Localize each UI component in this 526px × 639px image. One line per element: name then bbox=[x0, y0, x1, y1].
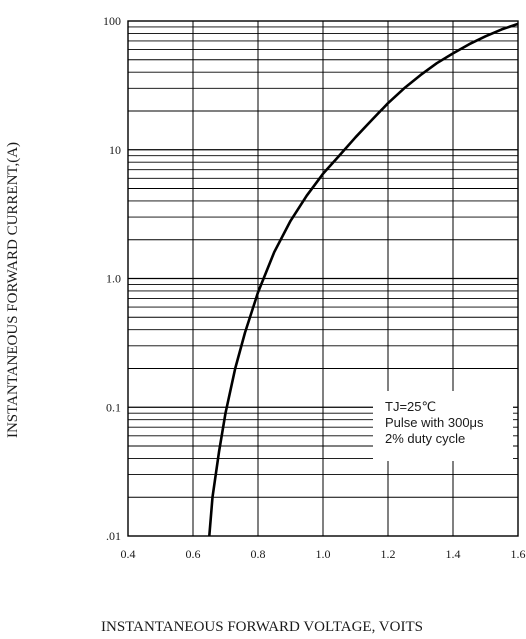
curves bbox=[208, 22, 519, 537]
x-tick-label: 1.4 bbox=[446, 547, 461, 561]
y-tick-label: 0.1 bbox=[106, 400, 121, 414]
x-axis-title: INSTANTANEOUS FORWARD VOLTAGE, VOITS bbox=[101, 619, 423, 635]
x-tick-label: 0.8 bbox=[251, 547, 266, 561]
annotation-background bbox=[373, 391, 513, 461]
x-tick-label: 1.2 bbox=[381, 547, 396, 561]
annotation-line: 2% duty cycle bbox=[385, 431, 465, 446]
x-tick-label: 1.6 bbox=[511, 547, 526, 561]
forward-current-curve bbox=[208, 22, 519, 537]
x-tick-label: 0.4 bbox=[121, 547, 136, 561]
x-tick-label: 0.6 bbox=[186, 547, 201, 561]
y-tick-labels: 100 10 1.0 0.1 .01 bbox=[103, 14, 121, 543]
y-tick-label: .01 bbox=[106, 529, 121, 543]
y-tick-label: 1.0 bbox=[106, 272, 121, 286]
annotation-line: TJ=25℃ bbox=[385, 399, 436, 414]
y-tick-label: 10 bbox=[109, 143, 121, 157]
x-tick-label: 1.0 bbox=[316, 547, 331, 561]
x-tick-labels: 0.4 0.6 0.8 1.0 1.2 1.4 1.6 bbox=[121, 547, 526, 561]
annotation-line: Pulse with 300μs bbox=[385, 415, 484, 430]
y-axis-title: INSTANTANEOUS FORWARD CURRENT,(A) bbox=[5, 142, 21, 438]
y-tick-label: 100 bbox=[103, 14, 121, 28]
